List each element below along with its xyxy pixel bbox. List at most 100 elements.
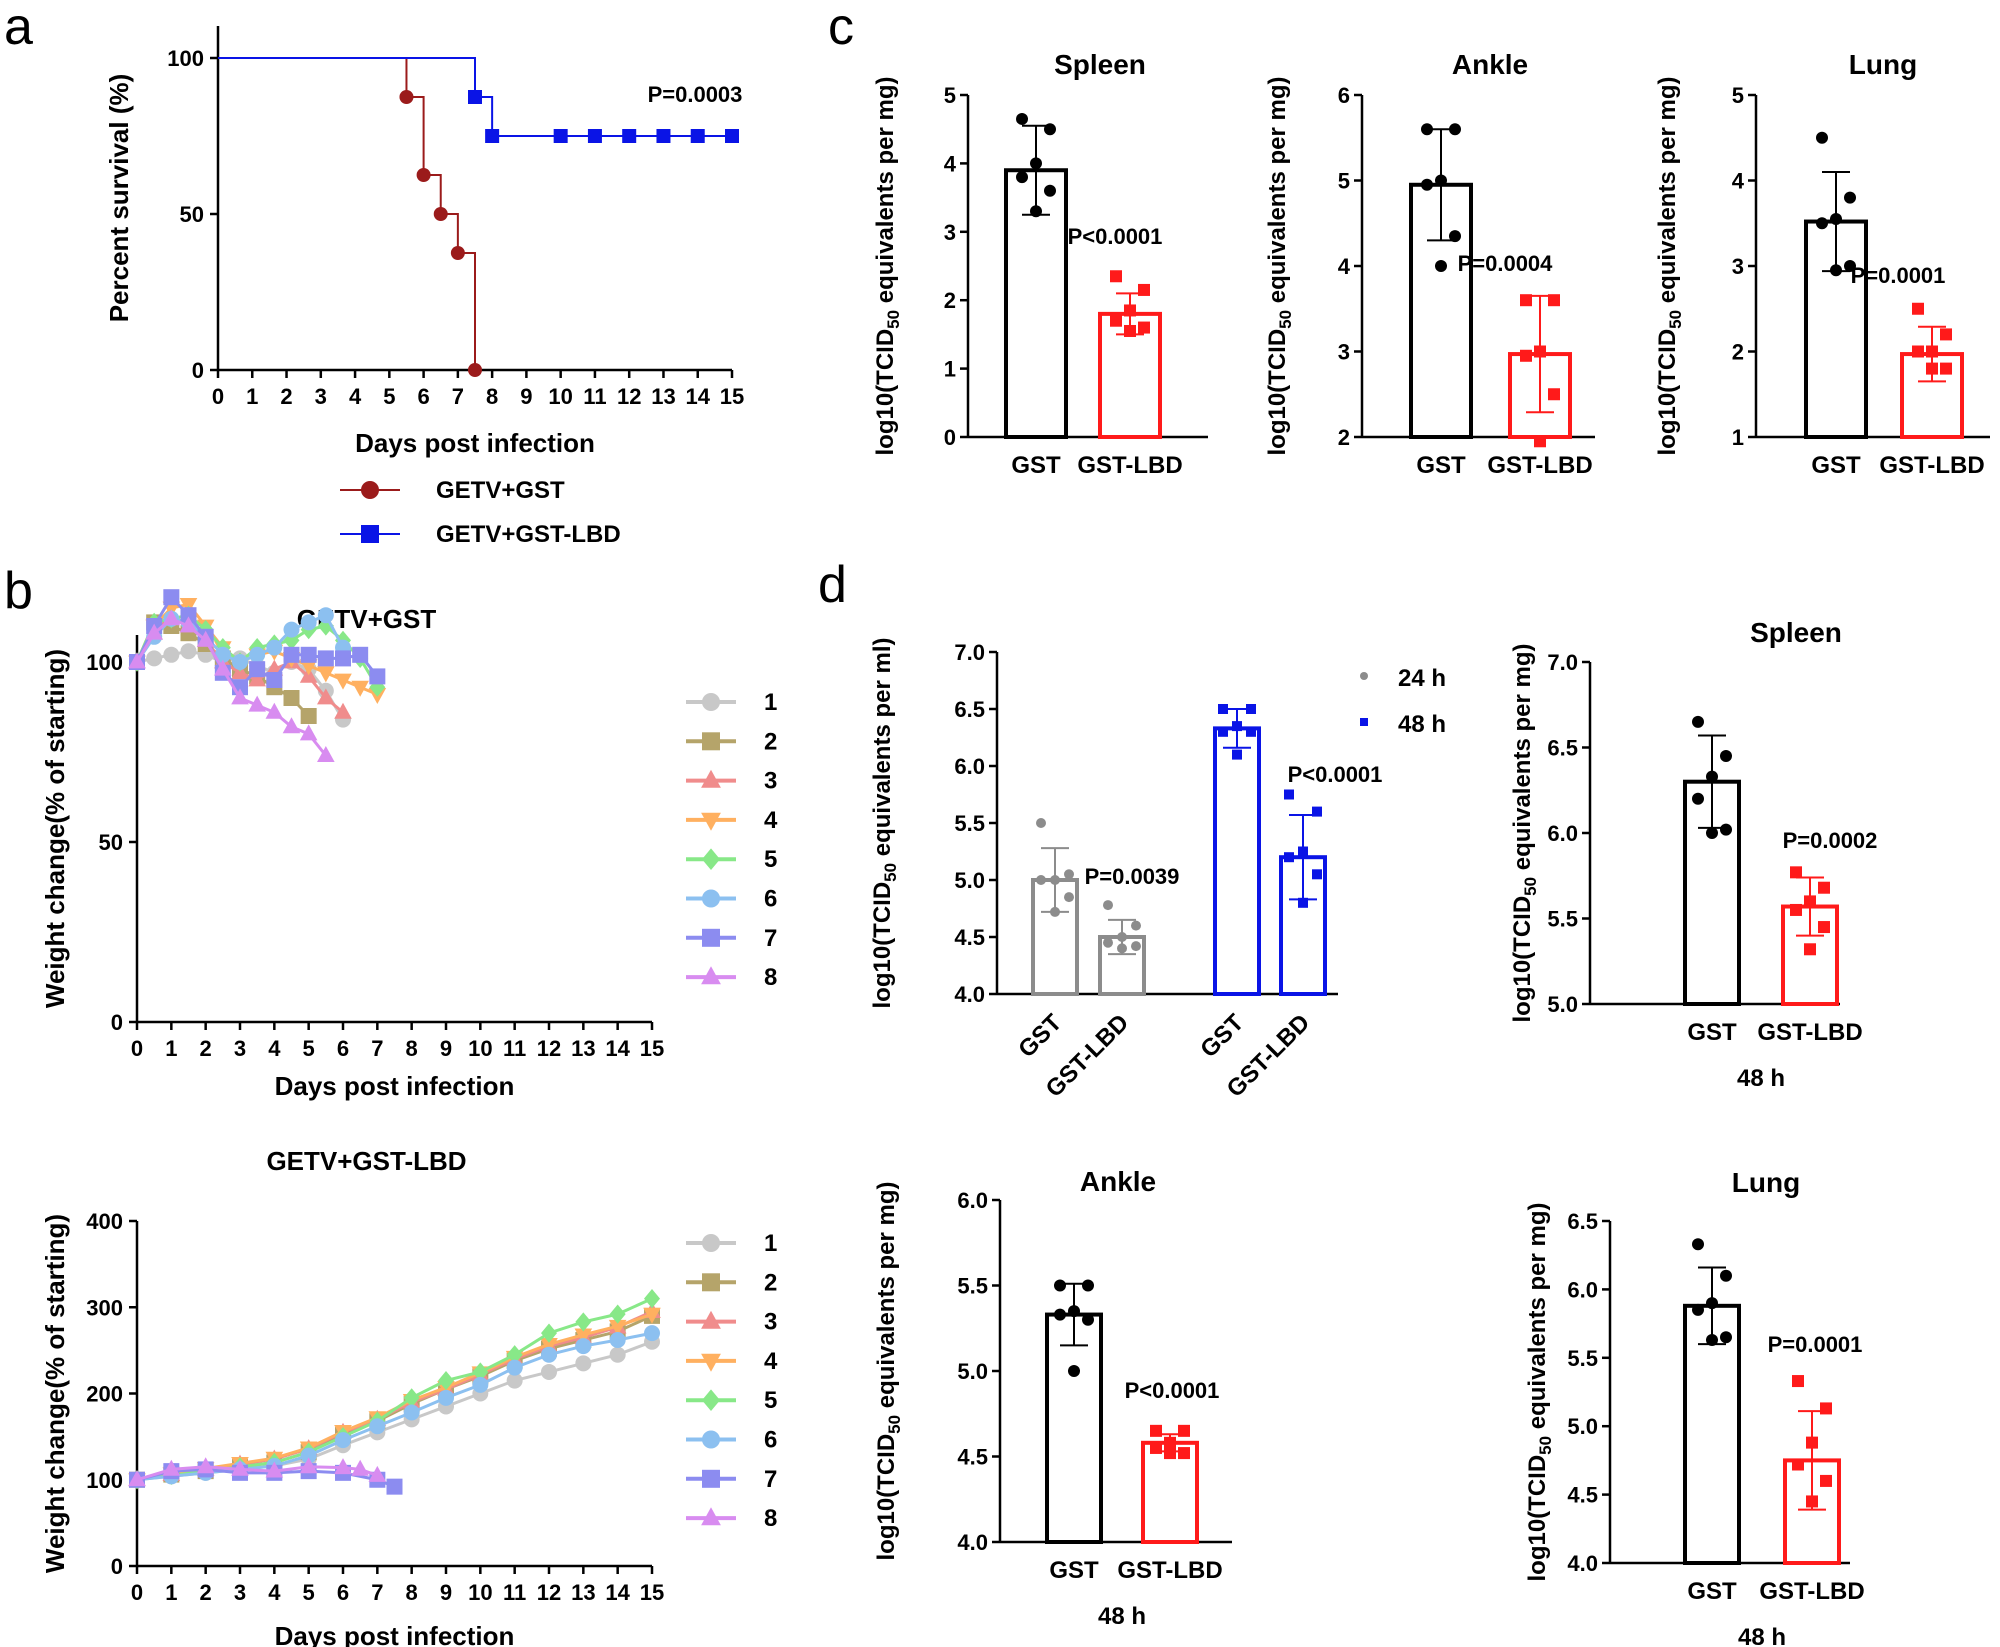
data-point: [1246, 704, 1256, 714]
data-point: [1178, 1447, 1190, 1460]
data-point: [1844, 260, 1856, 272]
data-point: [1830, 212, 1842, 225]
data-point: [1520, 349, 1532, 362]
chart-title: Lung: [1732, 1167, 1800, 1198]
data-point: [196, 1457, 215, 1474]
data-point: [266, 672, 283, 688]
data-point: [1912, 345, 1924, 358]
series-8: [128, 1457, 387, 1487]
data-point: [1131, 941, 1141, 952]
data-point: [644, 1325, 660, 1342]
y-tick-label: 5.0: [957, 1359, 988, 1384]
x-tick-label: 2: [280, 384, 292, 409]
bar-group-1: [1141, 1424, 1199, 1544]
data-point: [1064, 892, 1074, 903]
data-point: [609, 1346, 626, 1363]
data-point: [1449, 230, 1461, 243]
x-tick-label: 12: [537, 1580, 561, 1605]
data-point: [128, 1470, 146, 1487]
bar-group-0: [1409, 123, 1473, 439]
y-tick-label: 50: [99, 830, 123, 855]
chart-b2: 0 1 2 3 4 5 6 7 8 9 10 11 12 13 14 150100200300400Days …: [40, 1146, 778, 1647]
data-point: [1818, 881, 1830, 894]
data-point: [450, 246, 465, 260]
chart-d3: 4.0 4.5 5.0 5.5 6.0 log10(TCID50 equivalents …: [873, 1166, 1232, 1630]
data-point: [1150, 1441, 1162, 1454]
data-point: [485, 129, 500, 143]
data-point: [1720, 750, 1732, 763]
y-axis-label: log10(TCID50 equivalents per mg): [1264, 77, 1295, 456]
data-point: [1110, 314, 1122, 327]
y-tick-label: 5: [1732, 83, 1744, 108]
data-point: [1124, 324, 1136, 337]
data-point: [368, 1465, 387, 1482]
x-tick-label: GST-LBD: [1117, 1557, 1222, 1584]
y-axis-label: log10(TCID50 equivalents per mg): [1509, 644, 1540, 1023]
chart-d2: 5.0 5.5 6.0 6.5 7.0 log10(TCID50 equivalents …: [1509, 617, 1877, 1092]
data-point: [468, 90, 482, 104]
x-tick-label: 14: [605, 1036, 630, 1061]
data-point: [1044, 184, 1056, 197]
bar: [1045, 1312, 1103, 1544]
data-point: [300, 646, 317, 663]
data-point: [472, 1362, 489, 1382]
x-tick-label: 15: [640, 1036, 664, 1061]
y-tick-label: 0: [192, 358, 204, 383]
y-tick-label: 100: [167, 46, 204, 71]
x-tick-label: 7: [371, 1580, 383, 1605]
chart-title: Ankle: [1080, 1166, 1156, 1197]
legend-label: 5: [764, 846, 777, 873]
data-point: [1064, 869, 1074, 880]
series-line: [218, 57, 732, 137]
y-tick-label: 3: [944, 220, 956, 245]
x-tick-label: 4: [268, 1580, 281, 1605]
data-point: [299, 1457, 318, 1474]
x-tick-label: 0: [131, 1580, 143, 1605]
data-point: [249, 661, 266, 678]
x-tick-label: 0: [131, 1036, 143, 1061]
data-point: [1178, 1424, 1190, 1437]
data-point: [146, 650, 163, 667]
p-value-label: P<0.0001: [1068, 224, 1163, 249]
data-point: [145, 623, 163, 640]
data-point: [1284, 852, 1294, 863]
y-tick-label: 0: [111, 1010, 123, 1035]
data-point: [468, 363, 482, 377]
data-point: [541, 1323, 557, 1343]
data-point: [1940, 328, 1952, 341]
x-tick-label: 5: [303, 1580, 315, 1605]
y-tick-label: 200: [86, 1382, 123, 1407]
x-tick-label: GST: [1687, 1019, 1737, 1046]
data-point: [1232, 721, 1242, 732]
bar-group-2: [1213, 704, 1261, 996]
data-point: [335, 650, 351, 667]
p-value-label: P=0.0004: [1458, 251, 1554, 276]
y-tick-label: 5: [944, 83, 956, 108]
data-point: [1449, 123, 1461, 136]
data-point: [300, 708, 317, 724]
data-point: [1103, 937, 1113, 948]
data-point: [1706, 1297, 1718, 1310]
data-point: [622, 129, 637, 143]
data-point: [399, 90, 414, 104]
y-tick-label: 6.0: [957, 1188, 988, 1213]
data-point: [1082, 1313, 1094, 1326]
legend-marker: [701, 769, 721, 788]
x-tick-label: 9: [520, 384, 532, 409]
data-point: [690, 129, 705, 143]
x-tick-label: 10: [468, 1036, 492, 1061]
x-tick-label: 9: [440, 1036, 452, 1061]
y-tick-label: 5.5: [957, 1274, 988, 1299]
legend-marker: [702, 848, 720, 870]
bar-group-0: [1045, 1279, 1103, 1544]
data-point: [248, 670, 266, 687]
y-tick-label: 6: [1338, 83, 1350, 108]
y-tick-label: 4: [1732, 169, 1745, 194]
series-5: [129, 1289, 660, 1490]
data-point: [1218, 726, 1228, 737]
y-tick-label: 1: [1732, 425, 1744, 450]
y-tick-label: 5.5: [954, 811, 985, 836]
p-value-label: P=0.0039: [1085, 864, 1180, 889]
